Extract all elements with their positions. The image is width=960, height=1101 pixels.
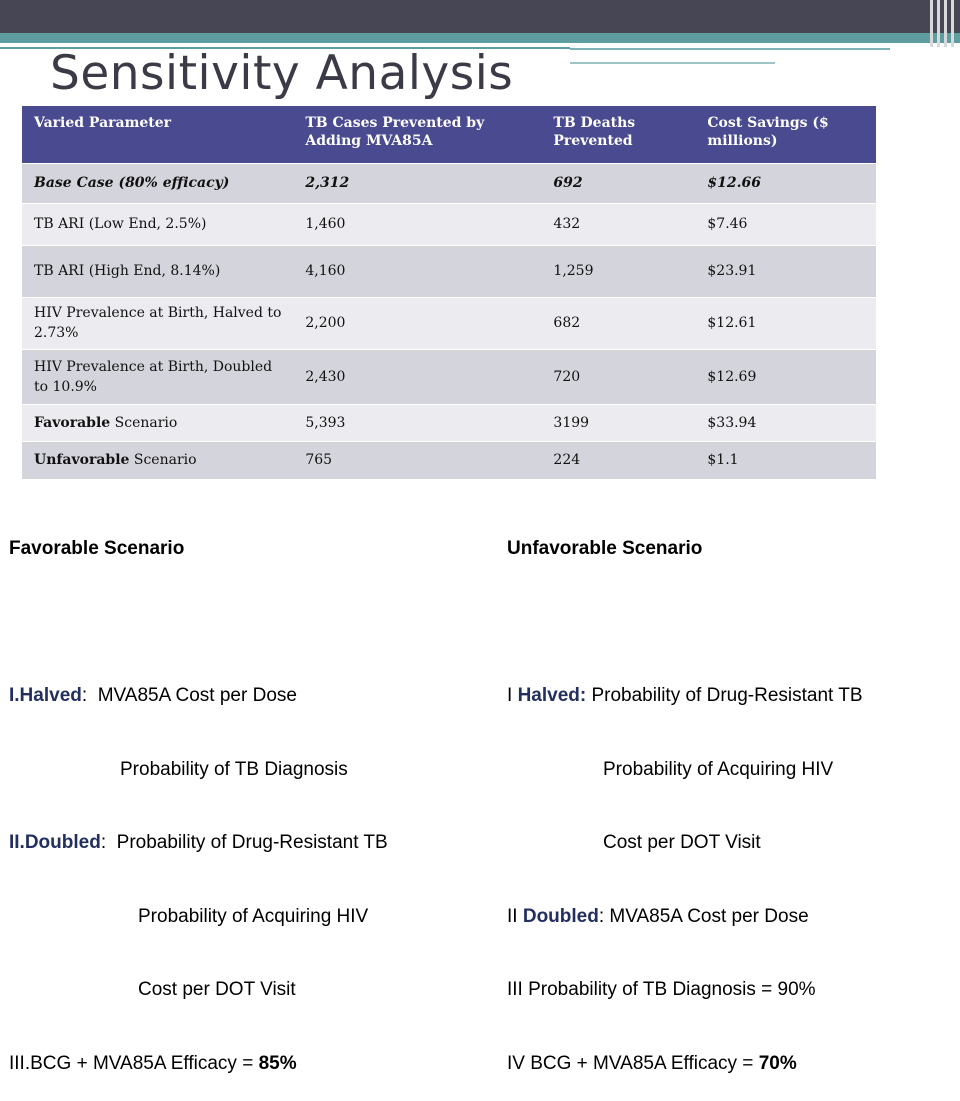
table-row: HIV Prevalence at Birth, Halved to 2.73%… [22,296,876,349]
corner-accent-bar [951,0,954,47]
header-rule-left [0,47,570,49]
favorable-line-4: Probability of Acquiring HIV [138,905,369,927]
unfavorable-line-4: II Doubled: MVA85A Cost per Dose [507,905,863,930]
cell-deaths: 682 [541,296,696,349]
cell-deaths: 1,259 [541,244,696,297]
cell-cases: 2,312 [293,162,542,203]
cell-deaths: 692 [541,162,696,203]
favorable-heading: Favorable Scenario [9,537,388,562]
cell-param: Base Case (80% efficacy) [22,162,294,203]
table-row: Unfavorable Scenario 765 224 $1.1 [22,440,876,479]
header-cost-savings: Cost Savings ($ millions) [695,106,876,163]
cell-param: TB ARI (High End, 8.14%) [22,244,294,297]
cell-cost: $7.46 [695,202,876,245]
table-row: TB ARI (High End, 8.14%) 4,160 1,259 $23… [22,244,876,297]
slide-title: Sensitivity Analysis [50,46,514,101]
cell-cost: $33.94 [695,403,876,441]
cell-cases: 2,430 [293,348,542,404]
cell-param: Favorable Scenario [22,403,294,441]
unfavorable-line-4-text: : MVA85A Cost per Dose [598,905,809,927]
header-rule-short [570,62,775,64]
unfavorable-line-4-prefix: II [507,905,523,927]
scenario-label-bold: Favorable [34,414,111,431]
table-row: Favorable Scenario 5,393 3199 $33.94 [22,403,876,441]
scenario-label-rest: Scenario [110,414,178,431]
cell-deaths: 3199 [541,403,696,441]
corner-accent-bar [930,0,933,47]
table-header-row: Varied Parameter TB Cases Prevented by A… [22,106,876,163]
favorable-scenario-block: Favorable Scenario I.Halved: MVA85A Cost… [9,488,388,1101]
cell-cases: 4,160 [293,244,542,297]
corner-accent-bar [937,0,940,47]
favorable-line-3: II.Doubled: Probability of Drug-Resistan… [9,831,388,856]
spacer [507,611,863,636]
cell-deaths: 720 [541,348,696,404]
cell-deaths: 432 [541,202,696,245]
cell-param: HIV Prevalence at Birth, Halved to 2.73% [22,296,294,349]
unfavorable-heading: Unfavorable Scenario [507,537,863,562]
unfavorable-scenario-block: Unfavorable Scenario I Halved: Probabili… [507,488,863,1101]
doubled-label: II.Doubled [9,832,101,853]
table-row: Base Case (80% efficacy) 2,312 692 $12.6… [22,162,876,203]
favorable-line-6: III.BCG + MVA85A Efficacy = 85% [9,1052,388,1077]
header-rule-right [570,48,890,50]
unfavorable-line-2: Probability of Acquiring HIV [603,758,834,780]
unfavorable-line-3: Cost per DOT Visit [603,832,761,853]
unfavorable-line-5: III Probability of TB Diagnosis = 90% [507,979,816,1000]
cell-cases: 765 [293,440,542,479]
scenario-label-bold: Unfavorable [34,452,130,469]
unfavorable-efficacy-value: 70% [758,1052,797,1074]
spacer [9,611,388,636]
unfavorable-line-1: I Halved: Probability of Drug-Resistant … [507,684,863,709]
cell-cost: $23.91 [695,244,876,297]
cell-deaths: 224 [541,440,696,479]
favorable-efficacy-value: 85% [258,1052,297,1074]
cell-cost: $1.1 [695,440,876,479]
favorable-line-1: I.Halved: MVA85A Cost per Dose [9,684,388,709]
header-varied-parameter: Varied Parameter [22,106,294,163]
unfavorable-line-1-text: Probability of Drug-Resistant TB [586,685,863,706]
header-teal-band [0,33,960,43]
unfavorable-line-1-prefix: I [507,685,518,706]
table-row: TB ARI (Low End, 2.5%) 1,460 432 $7.46 [22,202,876,245]
header-cases-prevented: TB Cases Prevented by Adding MVA85A [293,106,542,163]
halved-label: I.Halved [9,685,82,706]
sensitivity-table: Varied Parameter TB Cases Prevented by A… [22,106,876,479]
corner-accent-bar [944,0,947,47]
favorable-heading-text: Favorable Scenario [9,538,185,559]
unfavorable-line-6-text: IV BCG + MVA85A Efficacy = [507,1052,759,1074]
halved-label: Halved: [517,685,587,706]
unfavorable-heading-text: Unfavorable Scenario [507,538,703,559]
table-row: HIV Prevalence at Birth, Doubled to 10.9… [22,348,876,404]
cell-cost: $12.61 [695,296,876,349]
unfavorable-line-6: IV BCG + MVA85A Efficacy = 70% [507,1052,863,1077]
favorable-line-1-text: : MVA85A Cost per Dose [81,685,297,706]
cell-cost: $12.66 [695,162,876,203]
header-deaths-prevented: TB Deaths Prevented [541,106,696,163]
favorable-line-6-text: III.BCG + MVA85A Efficacy = [9,1052,259,1074]
header-dark-band [0,0,960,33]
cell-cost: $12.69 [695,348,876,404]
favorable-line-2: Probability of TB Diagnosis [120,758,348,780]
cell-param: Unfavorable Scenario [22,440,294,479]
cell-cases: 2,200 [293,296,542,349]
favorable-line-3-text: : Probability of Drug-Resistant TB [100,832,388,853]
favorable-line-5: Cost per DOT Visit [138,979,296,1000]
cell-param: TB ARI (Low End, 2.5%) [22,202,294,245]
cell-cases: 1,460 [293,202,542,245]
cell-cases: 5,393 [293,403,542,441]
scenario-label-rest: Scenario [129,452,197,469]
cell-param: HIV Prevalence at Birth, Doubled to 10.9… [22,348,294,404]
doubled-label: Doubled [522,905,599,927]
